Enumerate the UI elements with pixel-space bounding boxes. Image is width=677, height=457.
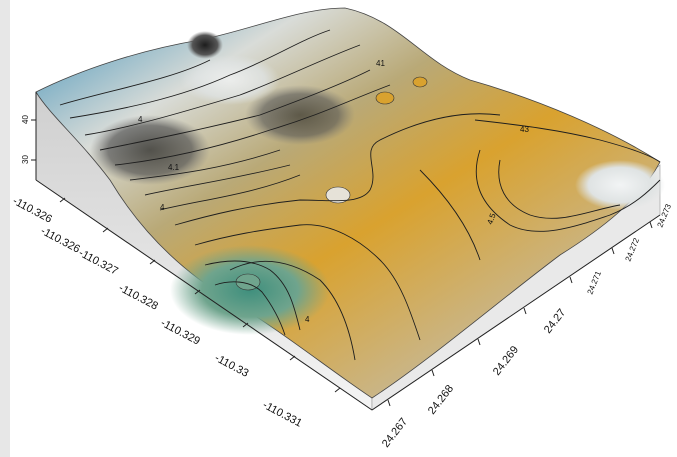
terrain-surface (35, 7, 661, 399)
lon-tick-label: -110.331 (261, 399, 304, 430)
lon-tick-label: -110.328 (117, 282, 160, 313)
lat-tick-label: 24.267 (380, 416, 410, 450)
contour-lines (59, 29, 661, 361)
lon-axis-line (35, 179, 373, 411)
contour-label: 4 (305, 315, 310, 324)
bump (375, 91, 395, 105)
peak-shadow (187, 31, 223, 59)
lon-tick-label: -110.33 (213, 352, 251, 380)
lat-tick-label: 24.27 (542, 307, 568, 336)
contour-label: 4 (138, 115, 143, 124)
ridge-shadow-1 (90, 115, 210, 185)
contour-label: 4.1 (168, 163, 180, 172)
lat-tick-label: 24.269 (491, 344, 521, 378)
contour-label: 41 (376, 59, 385, 68)
lat-tick-label: 24.268 (426, 383, 456, 417)
lon-tick-label: -110.327 (77, 247, 120, 278)
ridge-highlight (180, 55, 280, 105)
lon-tick-label: -110.326 (39, 225, 82, 256)
lat-tick-label: 24.272 (624, 236, 642, 263)
axes (35, 92, 661, 411)
ridge-shadow-2 (245, 85, 355, 145)
lon-tick-label: -110.326 (11, 195, 54, 226)
lon-tick-marks (59, 197, 341, 393)
z-tick-label: 30 (21, 155, 30, 164)
z-tick-label: 40 (21, 115, 30, 124)
lat-tick-marks (387, 221, 653, 407)
bump (412, 76, 428, 88)
lat-axis-line (371, 214, 661, 411)
left-margin-strip (0, 0, 10, 457)
bump (325, 186, 351, 204)
contour-label: 4 (160, 203, 165, 212)
contour-label: 43 (520, 125, 529, 134)
lat-tick-label: 24.271 (586, 269, 604, 296)
contour-label: 4.5 (485, 212, 497, 226)
plateau-highlight (575, 160, 665, 210)
